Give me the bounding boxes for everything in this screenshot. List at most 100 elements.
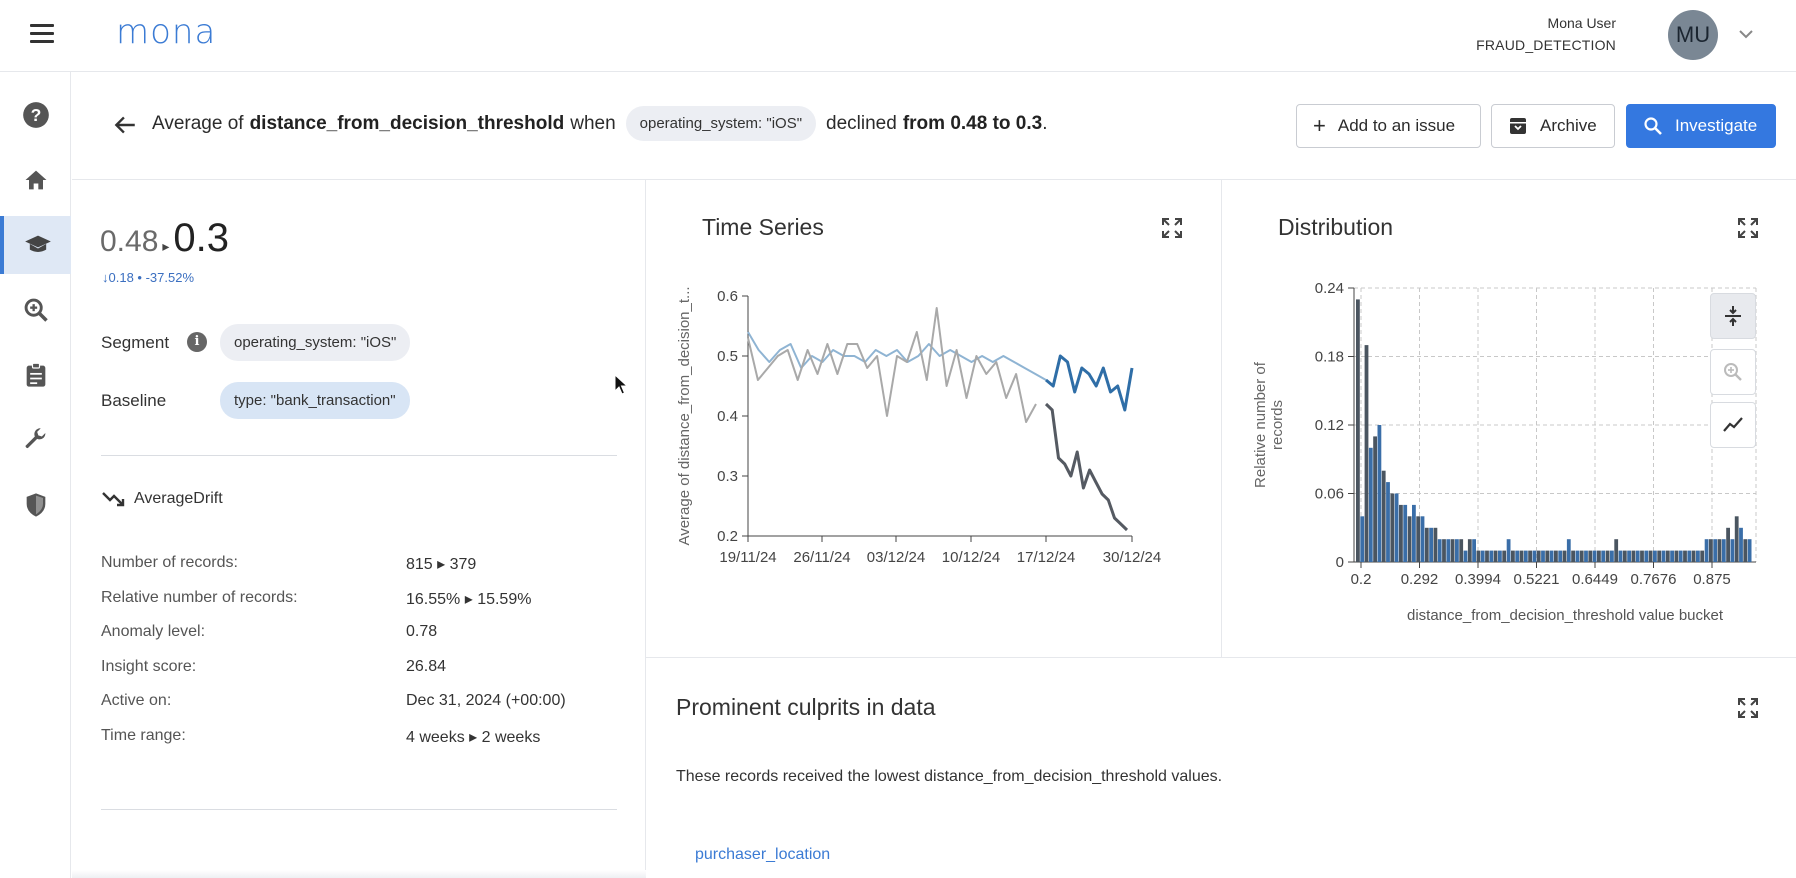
bar [1627,550,1631,562]
stat-row: Relative number of records: 16.55% ▸ 15.… [101,589,621,624]
x-tick-label: 30/12/24 [1103,549,1161,566]
y-tick-label: 0.4 [717,408,738,425]
stat-key: Active on: [101,692,172,709]
headline-change: from 0.48 to 0.3 [902,112,1043,134]
home-icon [25,170,46,190]
stat-key: Insight score: [101,657,197,675]
sidebar-item-config[interactable] [0,411,71,469]
mouse-cursor-icon [614,374,629,395]
baseline-value-chip[interactable]: type: "bank_transaction" [220,382,410,419]
x-tick-label: 0.3994 [1455,571,1501,588]
bar [1687,550,1692,562]
bar [1377,425,1382,562]
insight-header: Average of distance_from_decision_thresh… [72,72,1796,180]
y-tick-label: 0.06 [1315,486,1344,503]
x-tick-label: 26/11/24 [793,549,850,566]
bar [1424,527,1429,563]
chevron-down-icon[interactable] [1736,24,1756,44]
insight-headline: Average of distance_from_decision_thresh… [152,106,1047,141]
sidebar-item-insights[interactable] [0,216,71,274]
bar [1739,527,1743,563]
segment-chip[interactable]: operating_system: "iOS" [625,106,817,141]
bar [1442,539,1446,562]
bar [1635,550,1640,562]
line-chart-button[interactable] [1710,402,1756,448]
sidebar-item-security[interactable] [0,476,71,534]
back-arrow-icon[interactable] [112,112,138,138]
bar [1519,550,1524,562]
bar [1356,299,1360,562]
archive-button[interactable]: Archive [1491,104,1615,148]
headline-prefix: Average of [152,112,244,134]
culprits-description: These records received the lowest distan… [676,768,1223,785]
series-line [747,331,1047,381]
y-axis-label: Average of distance_from_decision_t... [676,286,693,545]
avatar[interactable]: MU [1668,10,1718,60]
menu-icon[interactable] [30,24,54,44]
bar [1579,550,1584,562]
culprits-title: Prominent culprits in data [676,694,936,720]
headline-metric: distance_from_decision_threshold [249,112,565,134]
segment-label: Segment [101,333,170,352]
stat-key: Relative number of records: [101,588,298,606]
expand-icon[interactable] [1736,216,1760,240]
y-tick-label: 0.18 [1315,349,1344,366]
y-tick-label: 0.3 [717,468,738,485]
bar [1407,516,1412,562]
headline-period: . [1042,112,1048,134]
distribution-chart[interactable]: 0.24 0.18 0.12 0.06 0 0.2 0.292 0.3994 0.5221 0.6… [1222,266,1782,626]
culprit-item[interactable]: purchaser_location [695,846,831,863]
bar [1545,550,1550,562]
bar [1412,504,1416,562]
app-logo[interactable]: mona [116,12,217,52]
bar [1631,550,1636,562]
zoom-in-icon [24,298,48,322]
stat-value: 815 ▸ 379 [406,556,477,573]
segment-value-chip[interactable]: operating_system: "iOS" [220,324,411,361]
bar [1541,550,1545,562]
help-circle-icon: ? [22,102,49,128]
info-icon[interactable]: i [187,332,207,352]
bar [1523,550,1528,562]
sidebar-item-investigate[interactable] [0,281,71,339]
bar [1368,447,1373,562]
bar [1506,539,1511,562]
series-line [747,307,1037,423]
add-to-issue-button[interactable]: + Add to an issue [1296,104,1481,148]
bar [1549,550,1554,562]
stat-row: Time range: 4 weeks ▸ 2 weeks [101,727,621,762]
series-line [1044,402,1129,532]
distribution-title: Distribution [1278,214,1394,240]
sidebar-item-help[interactable]: ? [0,86,71,144]
zoom-button[interactable] [1710,349,1756,395]
compress-axis-button[interactable] [1710,293,1756,339]
bar [1498,550,1502,562]
y-tick-label: 0.24 [1315,280,1344,297]
arrow-down-icon: ↓ [102,270,109,285]
bar [1429,527,1433,563]
bar [1696,550,1700,562]
y-tick-label: 0.6 [717,288,738,305]
user-org: FRAUD_DETECTION [1476,37,1616,53]
y-tick-label: 0.5 [717,348,738,365]
x-tick-label: 0.2 [1351,571,1372,588]
bar [1459,539,1464,562]
x-axis-label: distance_from_decision_threshold value b… [1407,607,1724,624]
bar [1515,550,1520,562]
wrench-icon [25,428,45,449]
expand-icon[interactable] [1736,696,1760,720]
time-series-card: Time Series 0.6 0.5 0.4 0.3 0.2 19/11/24 26/11… [646,180,1222,658]
sidebar-item-reports[interactable] [0,346,71,404]
vertical-align-center-icon [1725,306,1741,326]
bar [1648,550,1653,562]
bar [1670,550,1674,562]
bar [1416,516,1421,562]
bar [1605,550,1610,562]
time-series-chart[interactable]: 0.6 0.5 0.4 0.3 0.2 19/11/24 26/11/24 03/12/24 1… [656,266,1216,626]
user-info[interactable]: Mona User FRAUD_DETECTION [1476,12,1616,56]
stat-row: Insight score: 26.84 [101,658,621,693]
sidebar-item-home[interactable] [0,151,71,209]
bar [1455,539,1459,562]
investigate-button[interactable]: Investigate [1626,104,1776,148]
expand-icon[interactable] [1160,216,1184,240]
